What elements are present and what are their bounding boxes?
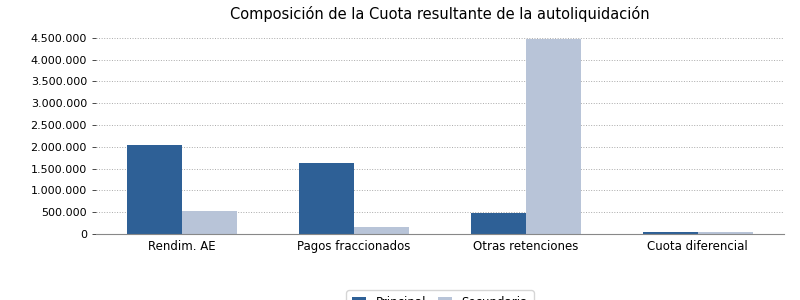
Bar [299,164,354,234]
Legend: Principal, Secundaria: Principal, Secundaria [346,290,534,300]
Bar [698,232,753,234]
Bar [354,227,409,234]
Title: Composición de la Cuota resultante de la autoliquidación: Composición de la Cuota resultante de la… [230,6,650,22]
Bar [526,39,581,234]
Bar [471,213,526,234]
Bar [127,145,182,234]
Bar [642,232,698,234]
Bar [182,211,238,234]
